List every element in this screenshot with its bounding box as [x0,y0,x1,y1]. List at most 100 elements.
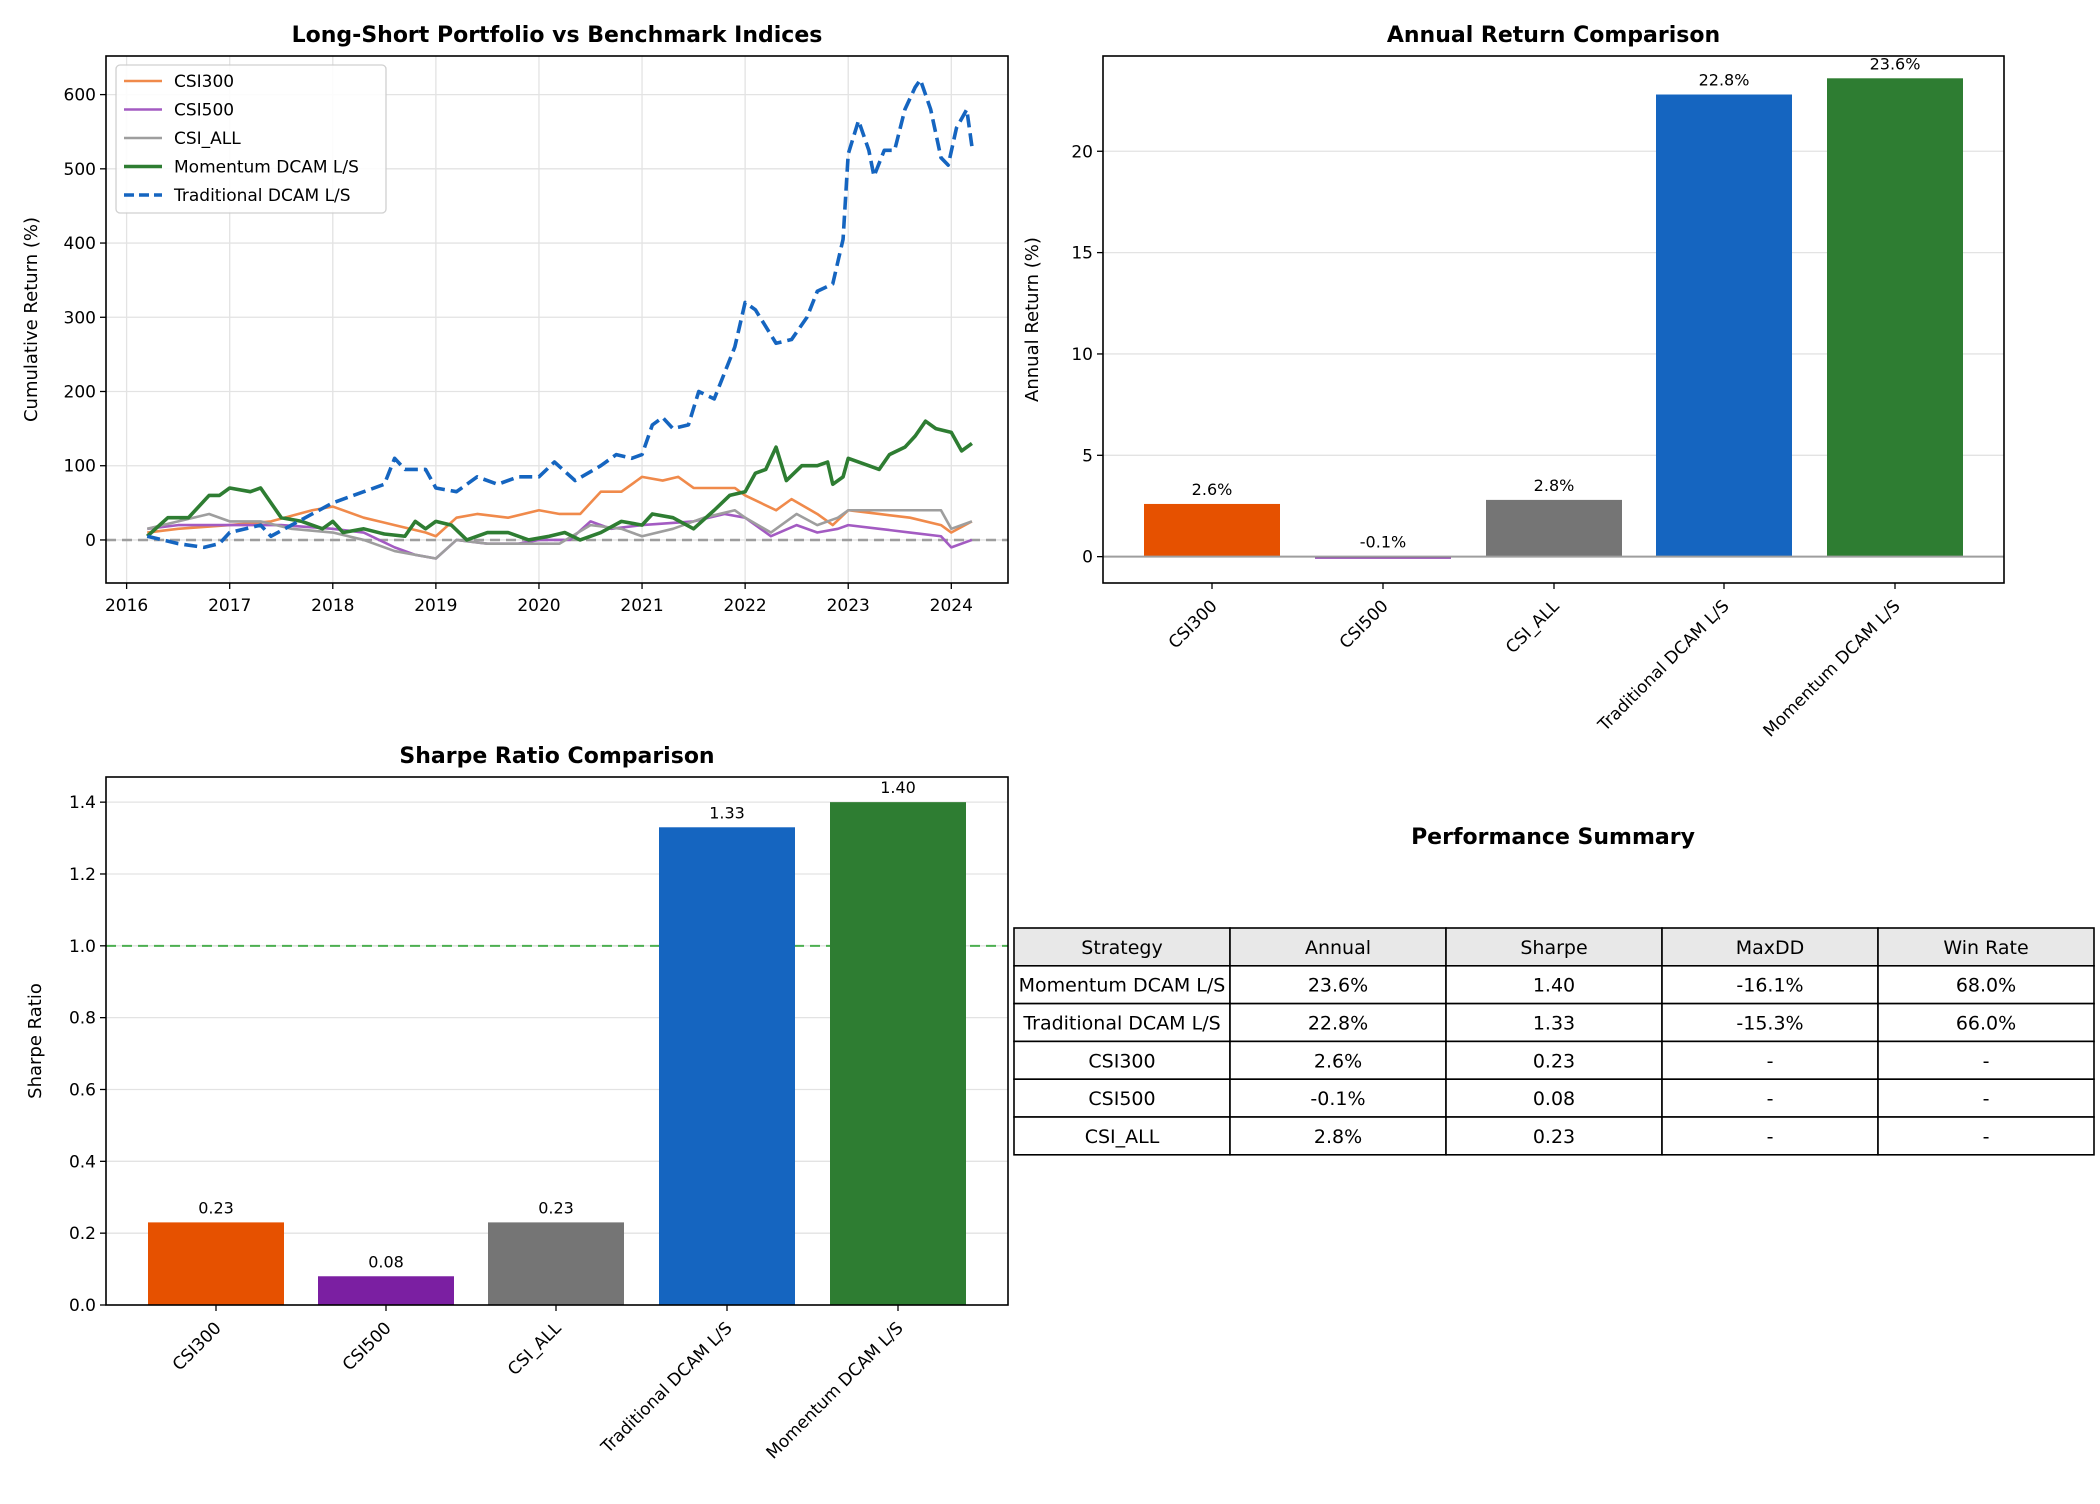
plot-frame [105,55,1009,584]
table-cell-text: - [1767,1088,1774,1110]
table-cell-text: CSI_ALL [1085,1126,1160,1148]
table-cell [1661,1078,1879,1118]
column-header: Win Rate [1943,937,2028,959]
bar-traditional-dcam-l-s [659,827,795,1305]
x-tick-label: Traditional DCAM L/S [1594,596,1734,736]
legend: CSI300 CSI500 CSI_ALL Momentum DCAM L/S Trad… [115,64,387,214]
table-cell [1229,964,1447,1005]
table-cell-text: - [1767,1126,1774,1148]
table-cell [1877,1116,2095,1156]
series-line-momentum-dcam-l-s [146,419,973,542]
table-cell [1013,964,1231,1005]
y-tick-label: 400 [64,234,96,254]
table-cell-text: Momentum DCAM L/S [1019,975,1226,997]
column-header: MaxDD [1736,937,1805,959]
bar-csi300 [1144,503,1280,557]
y-tick-label: 15 [1071,244,1093,264]
bar-momentum-dcam-l-s [830,802,966,1305]
legend-label: CSI500 [174,101,234,121]
y-tick-label: 0.0 [69,1296,96,1316]
x-tick-label: CSI500 [339,1318,396,1375]
x-tick-label: CSI500 [1336,596,1393,653]
table-cell-text: - [1983,1088,1990,1110]
line-chart-panel: 2016 2017 2018 2019 2020 2021 2022 2023 2024 0 100… [21,23,1009,616]
x-tick-label: 2017 [208,596,251,616]
table-cell [1445,964,1663,1005]
y-tick-label: 1.0 [69,937,96,957]
y-axis-label: Annual Return (%) [1022,237,1043,402]
y-tick-label: 0 [1082,548,1093,568]
y-tick-label: 5 [1082,446,1093,466]
table-cell [1445,1078,1663,1118]
table-cell-text: -16.1% [1736,975,1803,997]
column-header: Annual [1305,937,1371,959]
legend-label: Traditional DCAM L/S [173,186,351,206]
column-header: Strategy [1081,937,1162,959]
bar-data-label: 23.6% [1870,54,1921,73]
table-cell [1013,1116,1231,1156]
table-cell [1661,1040,1879,1081]
series-line-csi300 [147,475,973,538]
y-tick-label: 0.2 [69,1224,96,1244]
table-cell-text: 22.8% [1308,1013,1368,1035]
x-tick-label: Traditional DCAM L/S [597,1318,737,1458]
x-tick-label: 2021 [620,596,663,616]
chart-title: Long-Short Portfolio vs Benchmark Indice… [292,23,823,48]
table-cell [1661,964,1879,1005]
x-tick-label: Momentum DCAM L/S [763,1318,908,1463]
header-cell [1013,927,1231,967]
bar-data-label: 0.23 [538,1198,574,1217]
chart-title: Annual Return Comparison [1387,23,1720,48]
x-tick-label: CSI300 [169,1318,226,1375]
plot-frame [105,776,1009,1306]
table-cell [1877,1002,2095,1043]
y-tick-label: 600 [64,86,96,106]
table-title: Performance Summary [1411,825,1695,850]
table-cell [1877,964,2095,1005]
y-tick-label: 0.8 [69,1009,96,1029]
table-cell-text: -0.1% [1310,1088,1365,1110]
series-line-traditional-dcam-l-s [146,77,974,550]
x-tick-label: CSI_ALL [504,1318,566,1380]
table-cell-text: 1.40 [1533,975,1575,997]
sharpe-ratio-panel: 0.0 0.2 0.4 0.6 0.8 1.0 1.2 1.4 0.23 CSI300 0.08 CS… [25,744,1009,1463]
table-cell-text: 2.8% [1314,1126,1362,1148]
x-tick-label: 2018 [311,596,354,616]
y-axis-label: Cumulative Return (%) [21,217,42,422]
table-cell-text: 68.0% [1956,975,2016,997]
chart-title: Sharpe Ratio Comparison [399,744,714,769]
table-cell [1013,1002,1231,1043]
bar-csi-all [488,1222,624,1305]
bar-data-label: 1.33 [709,803,745,822]
column-header: Sharpe [1520,937,1587,959]
table-cell [1877,1040,2095,1081]
legend-box [115,64,387,214]
series-line-csi-all [146,508,973,560]
bar-csi-all [1486,499,1622,557]
table-cell-text: 0.23 [1533,1126,1575,1148]
table-cell [1229,1078,1447,1118]
y-tick-label: 1.2 [69,865,96,885]
legend-label: CSI300 [174,72,234,92]
y-tick-label: 0.6 [69,1080,96,1100]
table-cell-text: - [1983,1126,1990,1148]
table-cell-text: CSI500 [1088,1088,1155,1110]
legend-label: Momentum DCAM L/S [174,158,359,178]
bar-csi300 [148,1222,284,1305]
table-cell-text: - [1767,1050,1774,1072]
table-cell-text: Traditional DCAM L/S [1022,1013,1220,1035]
y-tick-label: 100 [64,457,96,477]
x-tick-label: Momentum DCAM L/S [1760,596,1905,741]
annual-return-panel: 0 5 10 15 20 2.6% CSI300 -0.1% CSI500 2.8% CSI_ALL… [1022,23,2005,741]
bar-data-label: -0.1% [1360,533,1406,552]
table-cell-text: 2.6% [1314,1050,1362,1072]
performance-summary-table: Performance Summary Strategy Annual Sharpe M… [1013,825,2095,1156]
x-tick-label: 2024 [930,596,973,616]
y-tick-label: 20 [1071,142,1093,162]
x-tick-label: CSI_ALL [1502,596,1564,658]
table-cell-text: CSI300 [1088,1050,1155,1072]
x-tick-label: 2016 [105,596,148,616]
bar-csi500 [1315,556,1451,559]
y-tick-label: 0 [85,531,96,551]
